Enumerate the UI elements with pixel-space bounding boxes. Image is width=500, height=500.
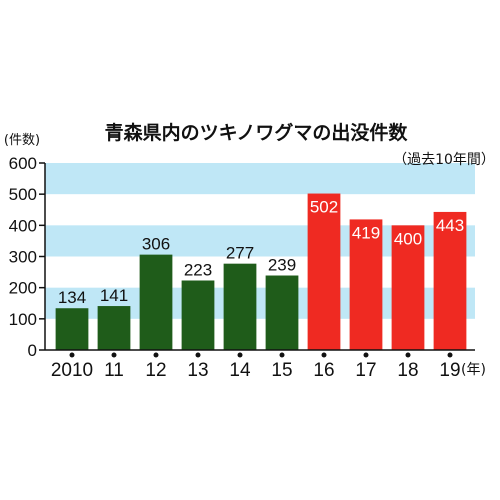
data-label: 134 — [58, 288, 86, 307]
bar — [265, 275, 299, 350]
y-axis-ticks: 0 100 200 300 400 500 600 — [9, 154, 46, 360]
x-tick-label: 16 — [313, 360, 334, 381]
x-tick-dot — [321, 352, 327, 358]
bar — [391, 225, 425, 350]
bar — [97, 306, 131, 350]
x-tick-label: 14 — [229, 360, 251, 381]
bar — [433, 211, 467, 350]
data-label: 306 — [142, 235, 170, 254]
data-label: 141 — [100, 286, 128, 305]
x-tick-label: 11 — [104, 360, 124, 381]
x-tick-dot — [405, 352, 411, 358]
x-tick-label: 13 — [187, 360, 208, 381]
chart-subtitle: （過去10年間） — [393, 152, 495, 168]
bar — [307, 193, 341, 350]
x-tick-label: 18 — [397, 360, 418, 381]
data-labels: 134 141 306 223 277 239 502 419 400 443 — [58, 198, 464, 308]
x-tick-dot — [69, 352, 75, 358]
y-tick-label: 600 — [9, 154, 37, 173]
y-axis-label: (件数) — [4, 133, 40, 148]
x-axis-unit: (年) — [461, 362, 486, 378]
bar — [349, 219, 383, 350]
x-tick-dot — [447, 352, 453, 358]
bars — [55, 193, 467, 350]
bar — [181, 280, 215, 350]
x-tick-label: 15 — [271, 360, 292, 381]
background-band — [45, 163, 475, 195]
data-label: 400 — [394, 229, 422, 248]
bar — [139, 254, 173, 350]
bar — [223, 263, 257, 350]
x-tick-dot — [279, 352, 285, 358]
x-tick-dot — [195, 352, 201, 358]
data-label: 277 — [226, 244, 254, 263]
x-axis-ticks: 2010 11 12 13 14 15 16 17 18 19 — [51, 352, 461, 381]
y-tick-label: 500 — [9, 185, 37, 204]
chart-title: 青森県内のツキノワグマの出没件数 — [105, 121, 409, 144]
data-label: 502 — [310, 198, 338, 217]
x-tick-label: 17 — [355, 360, 376, 381]
data-label: 419 — [352, 223, 380, 242]
x-tick-dot — [153, 352, 159, 358]
x-tick-dot — [111, 352, 117, 358]
x-tick-label: 2010 — [51, 360, 93, 381]
data-label: 223 — [184, 260, 212, 279]
x-tick-dot — [237, 352, 243, 358]
x-tick-dot — [363, 352, 369, 358]
y-tick-label: 100 — [9, 310, 37, 329]
x-tick-label: 19 — [439, 360, 460, 381]
bar — [55, 308, 89, 350]
y-tick-label: 400 — [9, 216, 37, 235]
y-tick-label: 200 — [9, 279, 37, 298]
x-tick-label: 12 — [145, 360, 166, 381]
y-tick-label: 0 — [28, 341, 37, 360]
data-label: 443 — [436, 216, 464, 235]
data-label: 239 — [268, 256, 296, 275]
y-tick-label: 300 — [9, 248, 37, 267]
